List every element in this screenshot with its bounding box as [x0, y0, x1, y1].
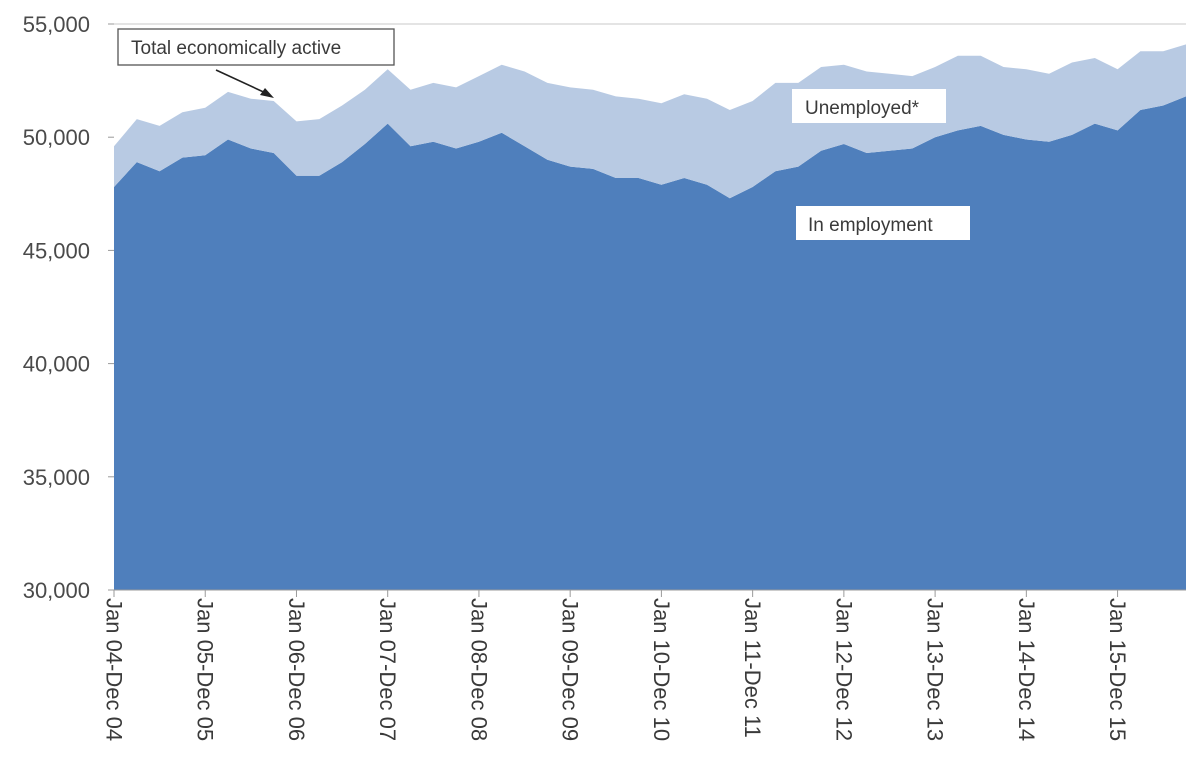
- x-tick-label: Jan 10-Dec 10: [649, 598, 674, 741]
- x-tick-label: Jan 13-Dec 13: [923, 598, 948, 741]
- y-tick-label: 40,000: [23, 352, 90, 377]
- annotation-total-arrow: [215, 69, 271, 96]
- x-tick-label: Jan 04-Dec 04: [102, 598, 127, 741]
- x-tick-label: Jan 05-Dec 05: [193, 598, 218, 741]
- annotation-unemployed-text: Unemployed*: [805, 98, 920, 119]
- x-tick-label: Jan 07-Dec 07: [375, 598, 400, 741]
- x-tick-label: Jan 08-Dec 08: [466, 598, 491, 741]
- x-axis-ticks: Jan 04-Dec 04 Jan 05-Dec 05 Jan 06-Dec 06 J…: [102, 590, 1130, 741]
- annotation-total-economically-active: Total economically active: [117, 28, 395, 98]
- x-tick-label: Jan 09-Dec 09: [558, 598, 583, 741]
- annotation-in-employment: In employment: [796, 206, 970, 240]
- y-axis-ticks: 30,000 35,000 40,000 45,000 50,000 55,000: [23, 12, 114, 603]
- annotation-unemployed: Unemployed*: [792, 89, 946, 123]
- x-tick-label: Jan 15-Dec 15: [1105, 598, 1130, 741]
- annotation-employment-text: In employment: [808, 215, 933, 236]
- y-tick-label: 50,000: [23, 125, 90, 150]
- annotation-total-arrowhead: [260, 88, 274, 98]
- x-tick-label: Jan 14-Dec 14: [1014, 598, 1039, 741]
- annotation-employment-box: [796, 206, 970, 240]
- y-tick-label: 30,000: [23, 578, 90, 603]
- x-tick-label: Jan 11-Dec 11: [740, 598, 765, 738]
- area-series-unemployed: [114, 44, 1186, 199]
- x-tick-label: Jan 06-Dec 06: [284, 598, 309, 741]
- x-tick-label: Jan 12-Dec 12: [831, 598, 856, 741]
- axes-layer: [114, 23, 1186, 591]
- y-tick-label: 35,000: [23, 465, 90, 490]
- annotation-total-box: [117, 28, 395, 66]
- areas-layer: [114, 44, 1186, 591]
- annotation-unemployed-box: [792, 89, 946, 123]
- y-tick-label: 55,000: [23, 12, 90, 37]
- annotation-total-text: Total economically active: [131, 38, 341, 59]
- y-tick-label: 45,000: [23, 238, 90, 263]
